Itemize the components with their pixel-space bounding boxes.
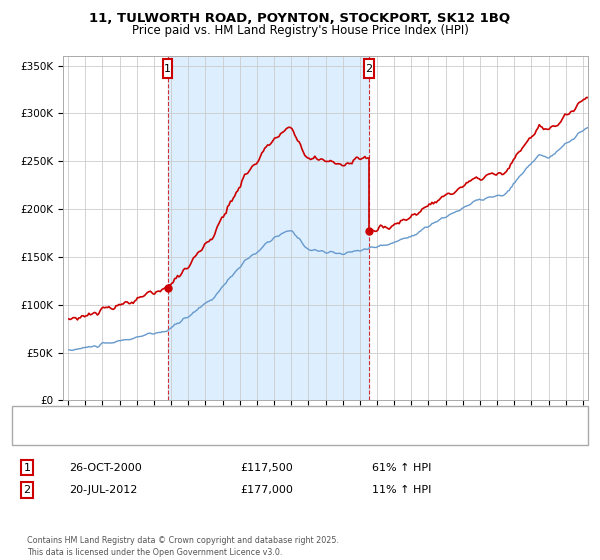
Text: £117,500: £117,500 (240, 463, 293, 473)
Text: Price paid vs. HM Land Registry's House Price Index (HPI): Price paid vs. HM Land Registry's House … (131, 24, 469, 36)
FancyBboxPatch shape (364, 59, 374, 78)
Text: 20-JUL-2012: 20-JUL-2012 (69, 485, 137, 495)
Text: 11, TULWORTH ROAD, POYNTON, STOCKPORT, SK12 1BQ (semi-detached house): 11, TULWORTH ROAD, POYNTON, STOCKPORT, S… (60, 410, 461, 421)
Text: 61% ↑ HPI: 61% ↑ HPI (372, 463, 431, 473)
Text: 2: 2 (365, 64, 373, 74)
Text: Contains HM Land Registry data © Crown copyright and database right 2025.
This d: Contains HM Land Registry data © Crown c… (27, 536, 339, 557)
Text: HPI: Average price, semi-detached house, Cheshire East: HPI: Average price, semi-detached house,… (60, 429, 340, 439)
Text: 1: 1 (164, 64, 171, 74)
FancyBboxPatch shape (163, 59, 172, 78)
Text: £177,000: £177,000 (240, 485, 293, 495)
Text: 11, TULWORTH ROAD, POYNTON, STOCKPORT, SK12 1BQ: 11, TULWORTH ROAD, POYNTON, STOCKPORT, S… (89, 12, 511, 25)
Text: 2: 2 (23, 485, 31, 495)
Text: 11% ↑ HPI: 11% ↑ HPI (372, 485, 431, 495)
Text: 26-OCT-2000: 26-OCT-2000 (69, 463, 142, 473)
Bar (167, 56, 369, 400)
Text: 1: 1 (23, 463, 31, 473)
